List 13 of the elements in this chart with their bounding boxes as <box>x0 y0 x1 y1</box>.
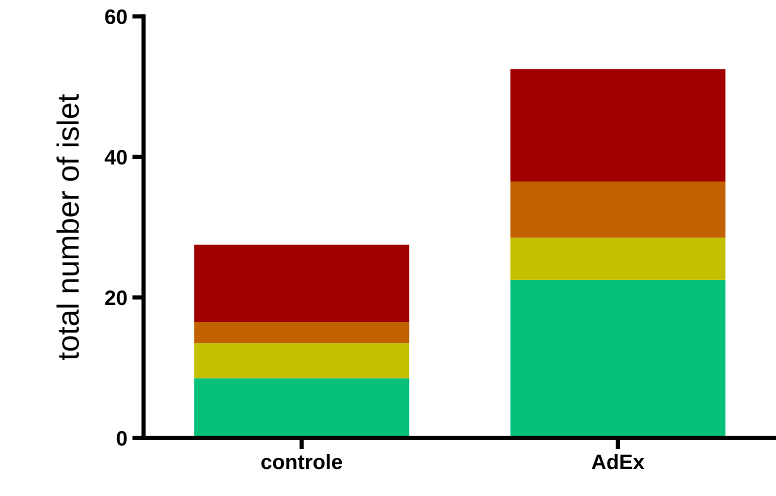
y-tick-label: 40 <box>104 150 127 165</box>
bar <box>194 244 410 322</box>
bar <box>510 238 726 280</box>
bar <box>510 181 726 238</box>
y-tick-label: 0 <box>116 430 127 446</box>
y-tick-label: 20 <box>105 290 127 306</box>
bar <box>194 343 410 378</box>
bar <box>510 69 726 182</box>
x-tick-label: controle <box>261 454 342 470</box>
x-tick-label: AdEx <box>592 454 644 470</box>
y-tick-label: 60 <box>105 9 127 24</box>
bar <box>194 322 410 344</box>
y-axis-title: total number of islet <box>56 94 79 360</box>
